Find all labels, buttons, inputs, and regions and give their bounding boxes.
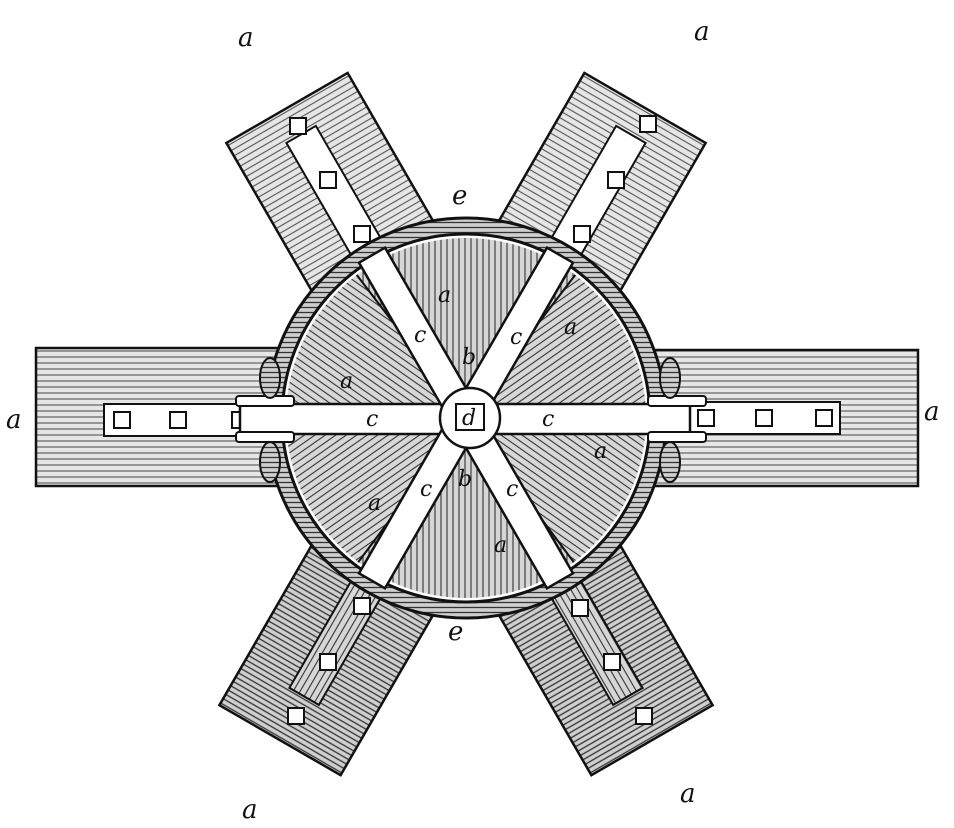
label-spoke-upper-left: c <box>414 323 426 348</box>
label-arm-right: a <box>924 397 940 427</box>
label-spoke-right: c <box>542 407 554 432</box>
label-filler-left: a <box>340 369 353 394</box>
label-block-upper: b <box>462 345 476 370</box>
clamp-straps <box>235 357 707 483</box>
label-block-lower: b <box>458 467 472 492</box>
label-arm-bottom-left: a <box>242 795 258 825</box>
label-arm-bottom-right: a <box>680 779 696 809</box>
label-arm-top-right: a <box>694 17 710 47</box>
label-arm-top-left: a <box>238 23 254 53</box>
label-spoke-lower-left: c <box>420 477 432 502</box>
label-rim-top: e <box>452 181 467 211</box>
label-filler-top: a <box>438 283 451 308</box>
labels: a a a a a a e e c c c c c c b b a a a a … <box>6 17 940 825</box>
label-hub: d <box>462 406 476 431</box>
hub <box>438 386 502 450</box>
label-spoke-upper-right: c <box>510 325 522 350</box>
label-filler-lower-left: a <box>368 491 381 516</box>
label-filler-right: a <box>594 439 607 464</box>
arm-right <box>638 348 920 488</box>
label-spoke-left: c <box>366 407 378 432</box>
label-filler-bottom: a <box>494 533 507 558</box>
label-rim-bottom: e <box>448 617 463 647</box>
label-arm-left: a <box>6 405 22 435</box>
label-filler-upper-right: a <box>564 315 577 340</box>
label-spoke-lower-right: c <box>506 477 518 502</box>
